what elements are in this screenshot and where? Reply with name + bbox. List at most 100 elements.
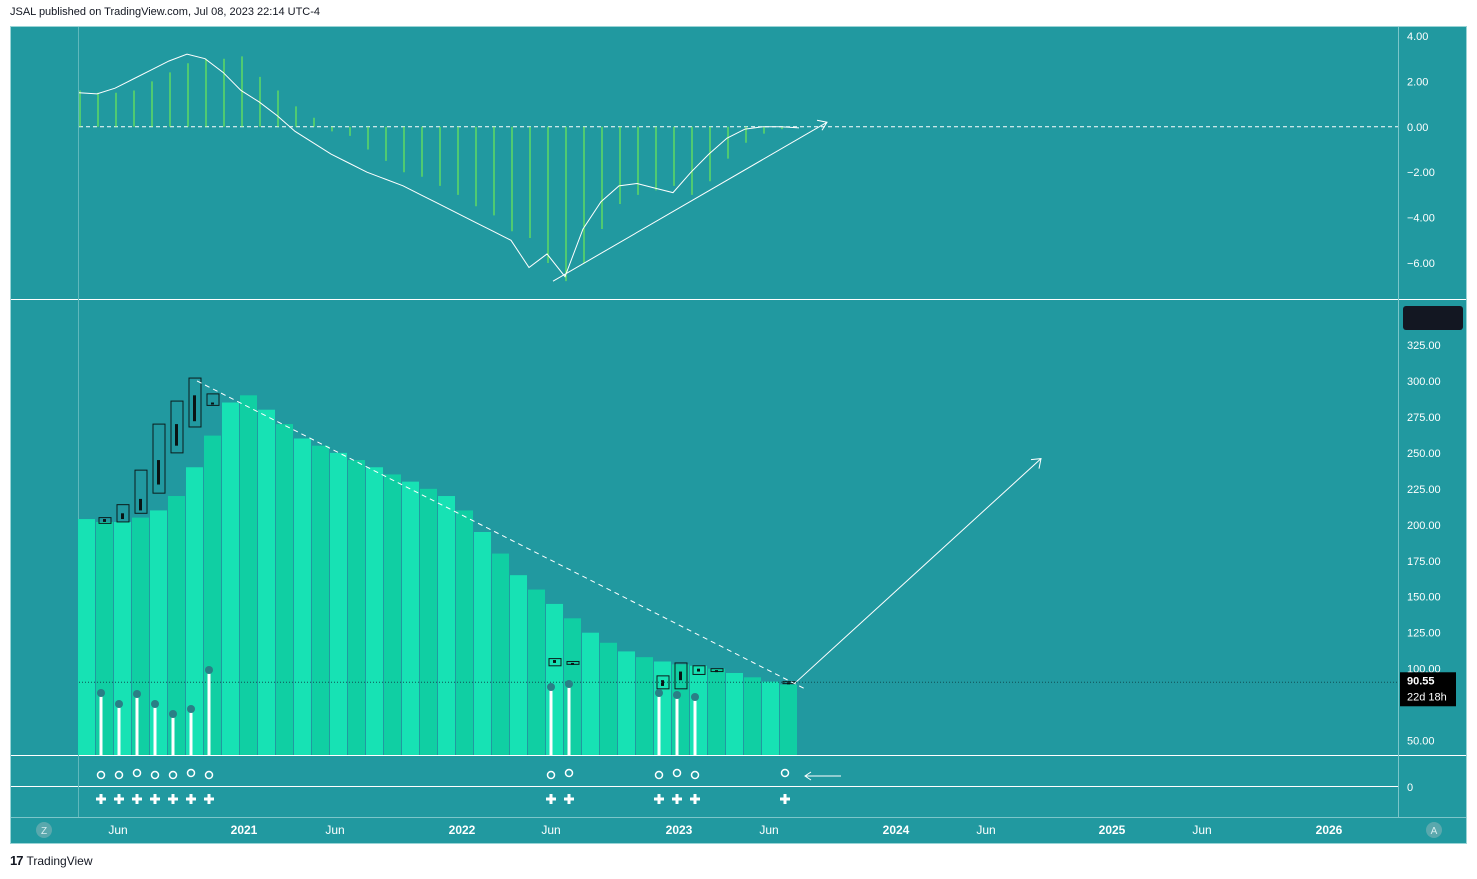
signal-cross: [132, 794, 142, 804]
tradingview-logo[interactable]: 17 TradingView: [10, 853, 93, 868]
price-y-tick: 150.00: [1407, 592, 1441, 604]
price-bar: [582, 632, 599, 755]
signal-cross: [204, 794, 214, 804]
signal-pin-head: [151, 700, 159, 708]
tradingview-mark-icon: 17: [10, 853, 24, 868]
price-bar: [762, 681, 779, 755]
trend-arrowhead: [816, 119, 828, 131]
price-bar: [258, 409, 275, 755]
signal-cross: [654, 794, 664, 804]
signal-cross: [672, 794, 682, 804]
signal-cross: [114, 794, 124, 804]
candle-body: [157, 460, 160, 485]
price-bar: [186, 467, 203, 755]
signal-cross: [546, 794, 556, 804]
tradingview-brand: TradingView: [26, 853, 93, 868]
zoom-badge-label: Z: [41, 826, 47, 837]
price-bar: [780, 684, 797, 755]
candle-box: [188, 377, 202, 428]
signal-circle: [204, 770, 214, 780]
lower-y-tick: 0: [1407, 782, 1413, 794]
axes: Jun 2021 Jun 2022 Jun 2023 Jun 2024 Jun 2025 Jun 20…: [36, 822, 1442, 838]
signal-pin-head: [205, 666, 213, 674]
price-bar: [636, 657, 653, 755]
price-bar: [744, 677, 761, 755]
signal-circle: [132, 768, 142, 778]
candle-body: [121, 513, 124, 520]
price-bar: [708, 668, 725, 755]
price-bar: [492, 553, 509, 755]
candle-body: [571, 662, 574, 665]
signal-pin-head: [673, 691, 681, 699]
price-y-tick: 225.00: [1407, 484, 1441, 496]
candle-body: [715, 670, 718, 673]
signal-cross: [186, 794, 196, 804]
candle-box: [692, 665, 706, 675]
price-pane: 325.00 300.00 275.00 250.00 225.00 200.00 175.…: [78, 306, 1463, 755]
price-bar: [474, 532, 491, 755]
x-tick-label: 2023: [666, 823, 693, 837]
publish-header: JSAL published on TradingView.com, Jul 0…: [10, 6, 321, 18]
signal-cross: [150, 794, 160, 804]
price-bar: [78, 519, 95, 755]
auto-scale-badge-label: A: [1431, 826, 1438, 837]
price-bar: [132, 517, 149, 755]
chart-canvas[interactable]: 4.00 2.00 0.00 −2.00 −4.00 −6.00 325.00 300.00…: [11, 27, 1467, 844]
price-bar: [600, 642, 617, 755]
signal-pin-head: [169, 710, 177, 718]
price-bar: [726, 672, 743, 755]
last-price-badge: [1400, 672, 1456, 707]
signal-circle: [150, 770, 160, 780]
candle-body: [193, 395, 196, 422]
x-tick-label: Jun: [108, 823, 127, 837]
x-tick-label: 2022: [449, 823, 476, 837]
candle-body: [787, 682, 790, 685]
x-tick-label: 2024: [883, 823, 910, 837]
price-bar: [114, 521, 131, 755]
signal-circle: [546, 770, 556, 780]
zoom-badge-icon: [36, 822, 52, 838]
x-tick-label: Jun: [759, 823, 778, 837]
price-bar: [438, 496, 455, 755]
candle-body: [139, 498, 142, 511]
price-bar: [546, 603, 563, 755]
candle-box: [116, 504, 130, 523]
price-y-tick: 200.00: [1407, 520, 1441, 532]
price-bar: [96, 521, 113, 755]
x-tick-label: Jun: [325, 823, 344, 837]
price-bar: [294, 438, 311, 755]
price-y-tick: 175.00: [1407, 556, 1441, 568]
candle-box: [206, 393, 220, 406]
price-y-tick: 50.00: [1407, 736, 1435, 748]
candle-body: [175, 424, 178, 446]
signal-pin-head: [655, 689, 663, 697]
signal-cross: [690, 794, 700, 804]
price-bar: [330, 452, 347, 755]
price-bar: [240, 395, 257, 755]
osc-y-tick: 0.00: [1407, 122, 1428, 134]
signal-pin-head: [565, 680, 573, 688]
price-bar: [366, 467, 383, 755]
price-y-tick: 250.00: [1407, 448, 1441, 460]
candle-box: [98, 517, 112, 524]
signal-circle: [114, 770, 124, 780]
x-tick-label: 2025: [1099, 823, 1126, 837]
signal-cross: [780, 794, 790, 804]
signal-circle: [780, 768, 790, 778]
candle-body: [679, 671, 682, 681]
signal-cross: [564, 794, 574, 804]
x-tick-label: Jun: [541, 823, 560, 837]
osc-y-tick: −2.00: [1407, 167, 1435, 179]
price-y-tick: 125.00: [1407, 628, 1441, 640]
countdown-label: 22d 18h: [1407, 691, 1447, 703]
osc-y-tick: −6.00: [1407, 258, 1435, 270]
chart-frame[interactable]: 4.00 2.00 0.00 −2.00 −4.00 −6.00 325.00 300.00…: [10, 26, 1467, 844]
price-bar: [528, 589, 545, 755]
candle-body: [553, 660, 556, 663]
price-bar: [222, 402, 239, 755]
projection-arrow-line: [794, 458, 1042, 684]
signals-pane: 0: [96, 768, 1413, 804]
pointer-arrowhead: [804, 771, 812, 781]
x-tick-label: 2021: [231, 823, 258, 837]
price-bar: [384, 474, 401, 755]
